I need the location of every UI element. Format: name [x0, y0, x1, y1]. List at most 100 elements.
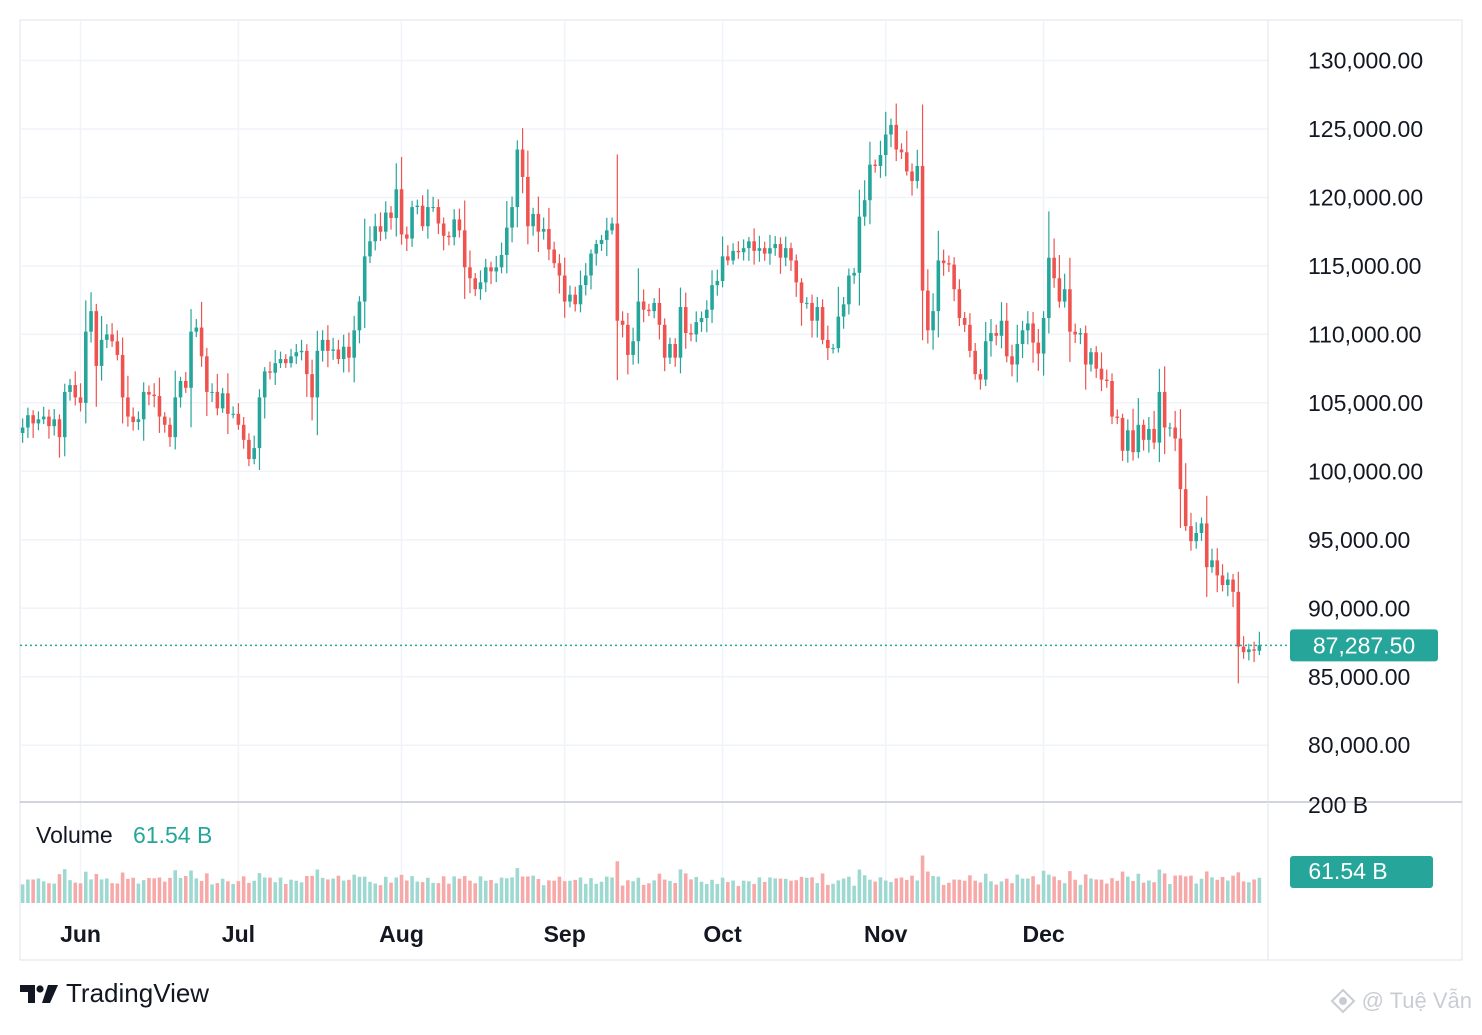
- candle-body: [73, 385, 78, 398]
- candle-body: [841, 304, 846, 317]
- volume-bar: [815, 883, 820, 903]
- candle-body: [1189, 526, 1193, 542]
- candle-body: [89, 311, 93, 332]
- volume-bar: [968, 875, 972, 903]
- volume-bar: [694, 876, 699, 903]
- candle-body: [768, 248, 772, 254]
- candle-body: [1247, 649, 1251, 653]
- volume-bar: [299, 882, 304, 903]
- price-axis[interactable]: 130,000.00 125,000.00 120,000.00 115,000.00…: [1267, 20, 1423, 960]
- candle-body: [105, 334, 109, 340]
- volume-bar: [583, 883, 588, 903]
- candle-body: [299, 350, 304, 353]
- candle-body: [268, 371, 272, 373]
- volume-bar: [373, 883, 378, 903]
- candle-body: [626, 324, 630, 355]
- candle-body: [262, 371, 267, 398]
- candle-body: [641, 301, 646, 310]
- volume-bar: [510, 877, 514, 903]
- candle-body: [94, 311, 99, 366]
- candle-body: [341, 346, 346, 360]
- candle-body: [1099, 368, 1104, 380]
- volume-bar: [789, 880, 793, 903]
- volume-bar: [1215, 879, 1220, 903]
- candle-body: [1120, 417, 1125, 451]
- candle-body: [1215, 560, 1220, 576]
- candle-body: [904, 152, 909, 172]
- volume-bar: [152, 878, 156, 903]
- candle-body: [110, 334, 114, 342]
- candle-body: [162, 416, 167, 425]
- candle-body: [831, 348, 835, 350]
- volume-bar: [36, 878, 41, 903]
- candle-body: [120, 354, 125, 398]
- candle-body: [941, 260, 946, 264]
- volume-bar: [189, 870, 193, 903]
- volume-bar: [662, 879, 667, 903]
- volume-bar: [715, 883, 720, 903]
- candle-body: [1152, 428, 1156, 443]
- candle-body: [578, 285, 583, 305]
- volume-bar: [220, 878, 225, 903]
- candle-body: [415, 205, 420, 208]
- volume-bar: [1204, 871, 1209, 903]
- candle-body: [536, 213, 541, 232]
- x-tick-label: Aug: [379, 921, 424, 947]
- volume-bar: [904, 879, 909, 903]
- x-tick-label: Jun: [60, 921, 101, 947]
- volume-bar: [999, 881, 1004, 903]
- volume-bar: [89, 879, 93, 903]
- volume-bar: [78, 883, 83, 903]
- x-tick-label: Sep: [544, 921, 586, 947]
- time-axis[interactable]: Jun Jul Aug Sep Oct Nov Dec: [60, 921, 1065, 947]
- candle-body: [426, 207, 430, 227]
- volume-bar: [983, 873, 988, 903]
- last-price-label: 87,287.50: [1313, 632, 1415, 658]
- candle-body: [499, 254, 504, 268]
- candle-body: [1231, 579, 1235, 592]
- volume-bar: [68, 880, 72, 903]
- candle-body: [810, 302, 814, 321]
- candle-body: [515, 149, 520, 208]
- candle-body: [505, 227, 509, 255]
- candle-body: [41, 416, 46, 420]
- volume-bar: [1036, 884, 1041, 903]
- candle-body: [310, 374, 314, 398]
- candle-body: [610, 223, 614, 231]
- volume-bar: [799, 876, 804, 903]
- candle-body: [926, 290, 930, 331]
- candle-body: [1199, 523, 1204, 533]
- candle-body: [952, 264, 956, 290]
- brand-footer[interactable]: TradingView: [20, 978, 209, 1009]
- candle-body: [20, 427, 25, 434]
- candle-body: [752, 241, 756, 251]
- volume-bar: [652, 880, 656, 903]
- volume-bar: [831, 883, 835, 903]
- volume-bar: [205, 873, 209, 903]
- volume-bar: [1241, 881, 1246, 903]
- volume-bar: [468, 880, 472, 903]
- candle-body: [789, 248, 793, 261]
- volume-bar: [1015, 874, 1020, 903]
- volume-legend-value: 61.54 B: [133, 822, 212, 848]
- volume-bar: [73, 882, 78, 903]
- candle-body: [689, 333, 693, 335]
- volume-bar: [347, 879, 351, 903]
- volume-bar: [362, 876, 367, 903]
- volume-bar: [178, 877, 183, 903]
- candle-body: [583, 275, 588, 286]
- candle-body: [947, 263, 951, 265]
- volume-bar: [1252, 879, 1256, 903]
- candle-body: [1157, 391, 1162, 443]
- volume-bar: [941, 884, 946, 903]
- candle-body: [468, 267, 472, 279]
- volume-bar: [678, 869, 683, 903]
- volume-bar: [641, 884, 646, 903]
- volume-bar: [1104, 883, 1109, 903]
- volume-bar: [894, 878, 899, 903]
- candle-body: [683, 307, 688, 334]
- candle-body: [836, 316, 841, 349]
- volume-bar: [83, 871, 88, 903]
